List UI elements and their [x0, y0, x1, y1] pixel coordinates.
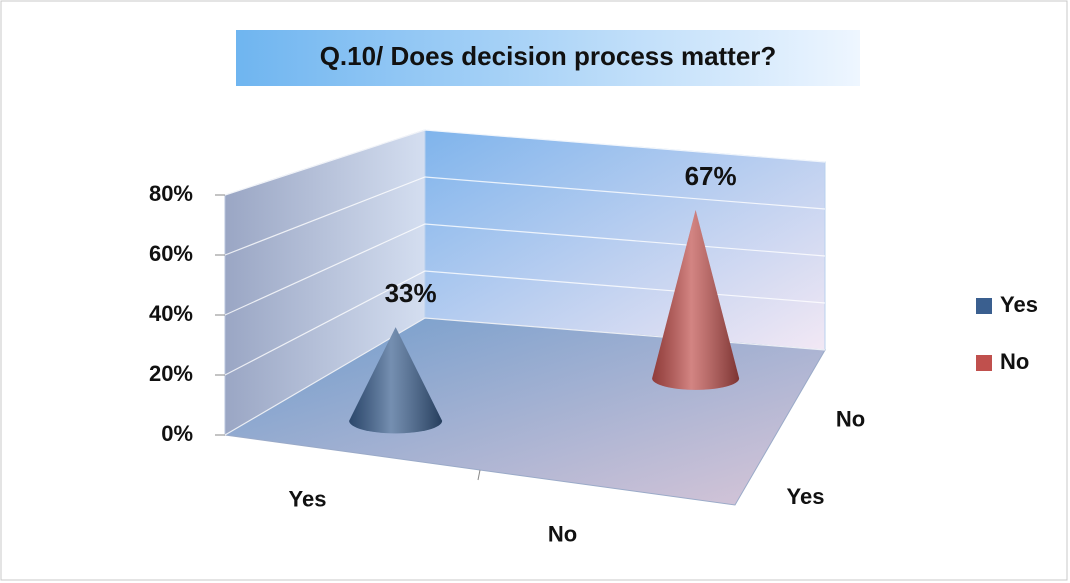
chart-title: Q.10/ Does decision process matter? — [320, 41, 777, 71]
grid-line — [224, 176, 826, 256]
legend-swatch — [976, 355, 992, 371]
depth-tick-label: No — [836, 407, 865, 432]
legend-label: Yes — [1000, 292, 1038, 317]
y-tick-label: 20% — [149, 361, 193, 386]
x-tick-label: Yes — [289, 486, 327, 511]
grid-line — [224, 129, 826, 196]
y-tick-label: 0% — [161, 421, 193, 446]
value-label: 33% — [385, 278, 437, 308]
y-tick-label: 40% — [149, 301, 193, 326]
x-tick-label: No — [548, 521, 577, 546]
cone-shade — [652, 210, 740, 390]
legend-swatch — [976, 298, 992, 314]
value-label: 67% — [685, 161, 737, 191]
title-box — [236, 30, 860, 86]
legend-label: No — [1000, 349, 1029, 374]
y-tick-label: 60% — [149, 241, 193, 266]
depth-tick-label: Yes — [787, 484, 825, 509]
x-tick — [477, 469, 481, 481]
cone-shade — [349, 327, 443, 434]
y-tick-label: 80% — [149, 181, 193, 206]
